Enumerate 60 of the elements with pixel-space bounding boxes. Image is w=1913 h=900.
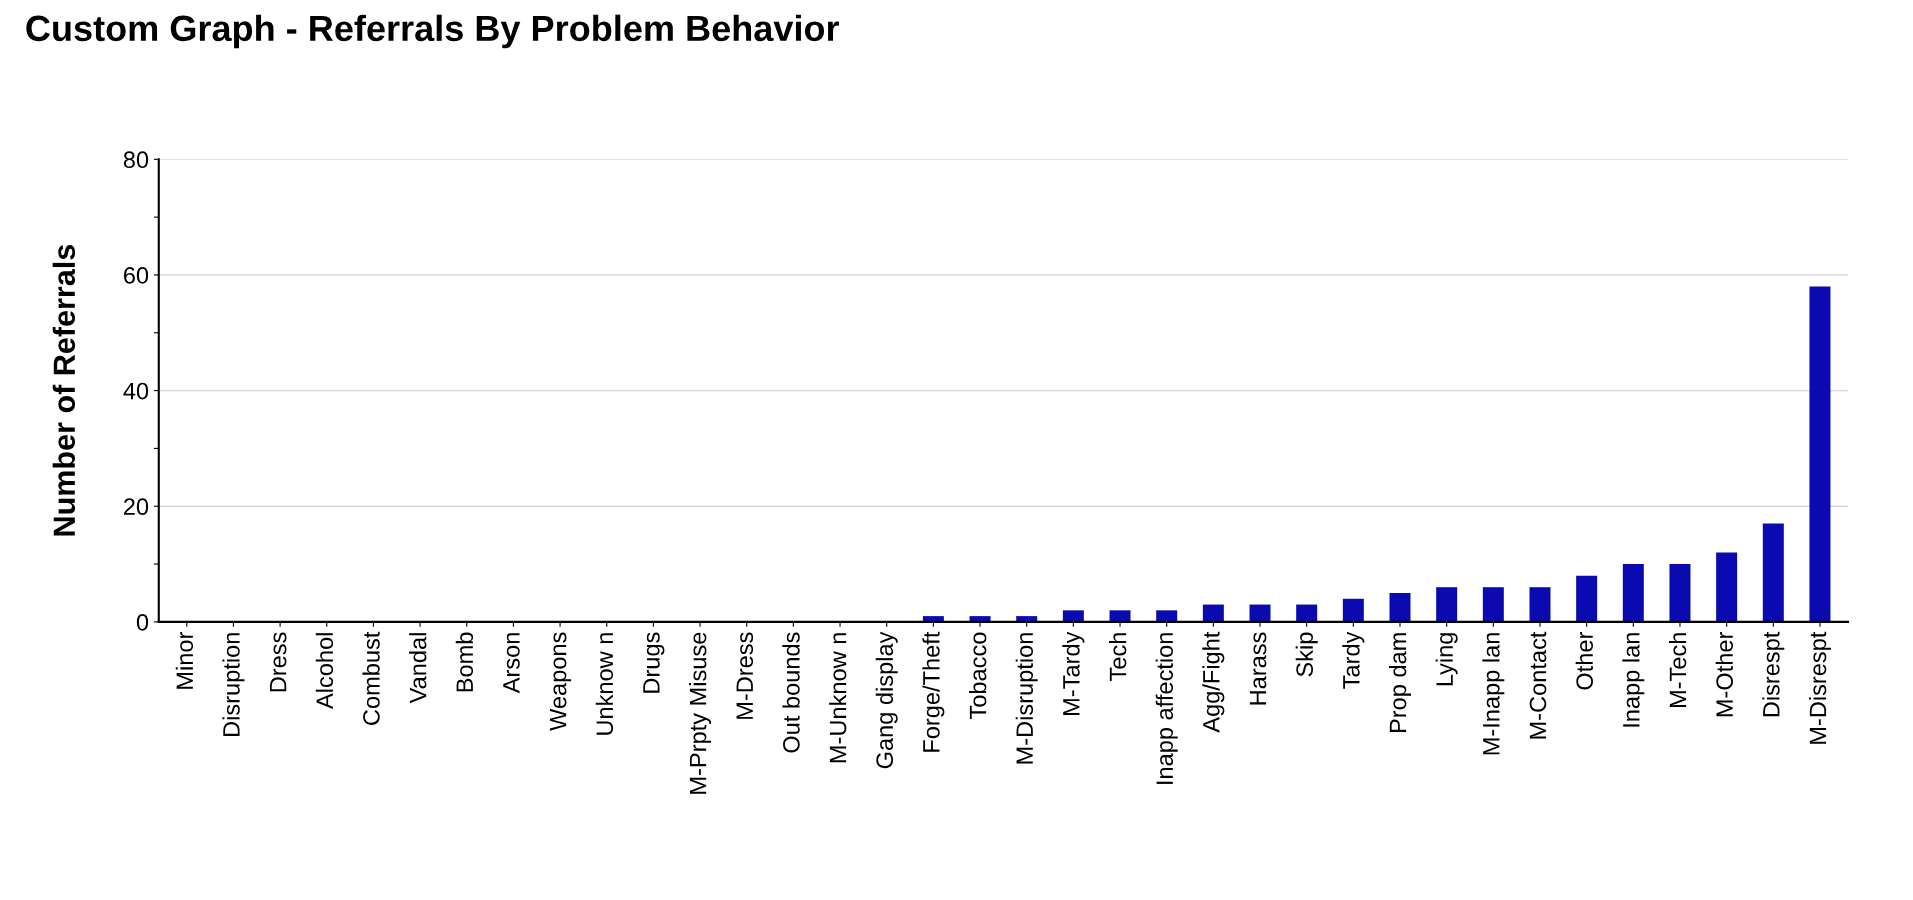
bar <box>1296 604 1318 622</box>
x-tick-label: M-Unknow n <box>829 633 847 763</box>
x-tick-label: M-Prpty Misuse <box>689 632 712 794</box>
y-tick-label: 0 <box>136 613 149 631</box>
bar <box>1529 587 1551 622</box>
x-tick-label: Skip <box>1295 632 1318 677</box>
x-tick-label: Forge/Theft <box>922 631 945 752</box>
x-tick-label: Tech <box>1109 633 1127 681</box>
x-tick-label: Drugs <box>643 632 665 693</box>
x-tick-label: Disrespt <box>1762 631 1785 717</box>
x-tick-label: Alcohol <box>315 633 334 710</box>
bar <box>1249 604 1271 622</box>
bar <box>1109 610 1131 622</box>
x-tick-label: Tobacco <box>969 632 987 720</box>
bar <box>1482 587 1504 622</box>
x-tick-label: Vandal <box>409 633 427 704</box>
x-tick-label: Out bounds <box>782 632 800 753</box>
y-tick-label: 60 <box>124 267 149 284</box>
y-axis-title: Number of Referrals <box>52 244 76 536</box>
bar <box>1622 564 1644 622</box>
bar <box>1809 286 1831 622</box>
x-tick-label: Inapp affection <box>1155 633 1178 784</box>
y-tick-label: 80 <box>123 151 149 169</box>
x-tick-label: M-Contact <box>1529 631 1547 739</box>
x-tick-label: Other <box>1575 632 1593 690</box>
y-tick-label: 40 <box>123 382 149 400</box>
x-tick-label: Prop dam <box>1388 633 1411 733</box>
bar <box>1762 523 1784 622</box>
x-tick-label: M-Dress <box>736 632 754 719</box>
x-tick-label: Lying <box>1435 633 1458 686</box>
bar <box>1389 592 1411 622</box>
y-tick-label: 20 <box>123 498 149 516</box>
bar <box>1436 587 1458 622</box>
x-tick-label: Combust <box>362 631 380 725</box>
x-tick-label: M-Tardy <box>1062 631 1085 715</box>
bar <box>1716 552 1738 622</box>
x-tick-label: Harass <box>1249 632 1267 705</box>
x-tick-label: Weapons <box>549 632 572 731</box>
x-tick-label: M-Disruption <box>1015 633 1038 764</box>
x-tick-label: Gang display <box>875 631 898 769</box>
x-tick-label: Arson <box>503 633 520 694</box>
x-tick-label: Bomb <box>455 632 474 692</box>
x-tick-label: Minor <box>175 632 194 689</box>
x-tick-label: Inapp lan <box>1622 633 1645 727</box>
bar <box>1342 598 1364 622</box>
x-tick-label: M-Disrespt <box>1808 631 1831 744</box>
x-tick-label: Disruption <box>222 633 245 736</box>
bar <box>1669 564 1691 622</box>
x-tick-label: Agg/Fight <box>1202 631 1225 733</box>
x-tick-label: Dress <box>269 632 287 692</box>
bar <box>1156 610 1178 622</box>
chart-title: Custom Graph - Referrals By Problem Behavior <box>26 14 840 49</box>
bar <box>1576 575 1598 622</box>
x-tick-label: Unknow n <box>595 633 614 735</box>
bar <box>1062 610 1084 622</box>
x-tick-label: M-Inapp lan <box>1482 633 1505 755</box>
bar <box>1202 604 1224 622</box>
x-tick-label: M-Other <box>1715 632 1733 717</box>
x-tick-label: Tardy <box>1342 631 1365 689</box>
x-tick-label: M-Tech <box>1668 633 1687 708</box>
